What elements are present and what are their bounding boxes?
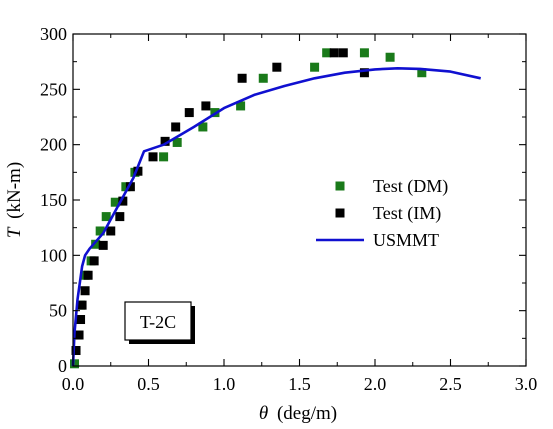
test-dm-point (91, 239, 101, 249)
test-im-point (80, 286, 90, 296)
test-im-point (133, 166, 143, 176)
y-axis-unit: (kN-m) (4, 162, 25, 219)
x-tick-label: 0.0 (62, 374, 85, 394)
specimen-tag-shadow-right (191, 306, 195, 344)
test-dm-point (417, 68, 427, 78)
test-dm-point (159, 152, 169, 162)
specimen-tag: T-2C (124, 301, 195, 344)
test-im-point (76, 315, 86, 325)
y-tick-label: 0 (58, 356, 67, 376)
test-dm-point (198, 122, 208, 132)
legend-label-test-im: Test (IM) (373, 203, 441, 224)
specimen-tag-shadow-bottom (129, 340, 195, 344)
x-tick-label: 3.0 (515, 374, 538, 394)
y-tick-label: 250 (40, 79, 67, 99)
legend-label-test-dm: Test (DM) (373, 176, 448, 197)
usmmt-line (71, 67, 481, 367)
x-tick-label: 2.0 (364, 374, 387, 394)
legend-swatch-test-im (335, 208, 345, 218)
y-tick-label: 100 (40, 245, 67, 265)
test-dm-point (310, 62, 320, 72)
test-im-point (125, 182, 135, 192)
test-im-point (98, 240, 108, 250)
y-tick-label: 200 (40, 135, 67, 155)
test-im-point (118, 196, 128, 206)
test-im-point (115, 212, 125, 222)
x-axis-unit: (deg/m) (277, 403, 337, 424)
test-im-point (74, 330, 84, 340)
test-dm-point (385, 52, 395, 62)
legend-swatch-test-dm (335, 181, 345, 191)
test-dm-point (101, 212, 111, 222)
y-tick-label: 50 (49, 301, 67, 321)
y-axis-symbol: T (4, 226, 25, 238)
y-tick-label: 150 (40, 190, 67, 210)
test-dm-point (70, 359, 80, 369)
x-tick-label: 1.0 (213, 374, 236, 394)
test-dm-point (95, 226, 105, 236)
test-im-point (329, 48, 339, 58)
axis-ticks: 0.0 0.5 1.0 1.5 2.0 2.5 3.0 0 50 100 150 200 250 300 (40, 24, 537, 394)
test-im-point (83, 270, 93, 280)
test-im-point (89, 256, 99, 266)
test-im-point (359, 68, 369, 78)
legend-label-usmmt: USMMT (373, 230, 439, 250)
test-dm-point (110, 197, 120, 207)
x-tick-label: 1.5 (288, 374, 311, 394)
test-dm-point (258, 73, 268, 83)
test-im-point (106, 226, 116, 236)
test-dm-point (172, 137, 182, 147)
y-axis-label: T (kN-m) (4, 162, 25, 238)
test-im-point (160, 136, 170, 146)
x-tick-label: 0.5 (137, 374, 160, 394)
test-dm-point (236, 101, 246, 111)
legend: Test (DM) Test (IM) USMMT (316, 176, 448, 250)
plot-marks (70, 48, 481, 369)
test-im-point (171, 122, 181, 132)
test-im-point (148, 152, 158, 162)
test-dm-point (322, 48, 332, 58)
test-im-point (272, 62, 282, 72)
specimen-tag-label: T-2C (140, 312, 176, 332)
test-im-point (338, 48, 348, 58)
test-im-point (71, 346, 81, 356)
x-axis-symbol: θ (259, 403, 268, 424)
test-im-point (77, 300, 87, 310)
x-axis-label: θ (deg/m) (259, 403, 337, 424)
x-tick-label: 2.5 (439, 374, 462, 394)
test-im-point (184, 108, 194, 118)
test-dm-point (121, 182, 131, 192)
test-im-point (237, 73, 247, 83)
test-im-point (201, 101, 211, 111)
y-tick-label: 300 (40, 24, 67, 44)
test-dm-point (359, 48, 369, 58)
